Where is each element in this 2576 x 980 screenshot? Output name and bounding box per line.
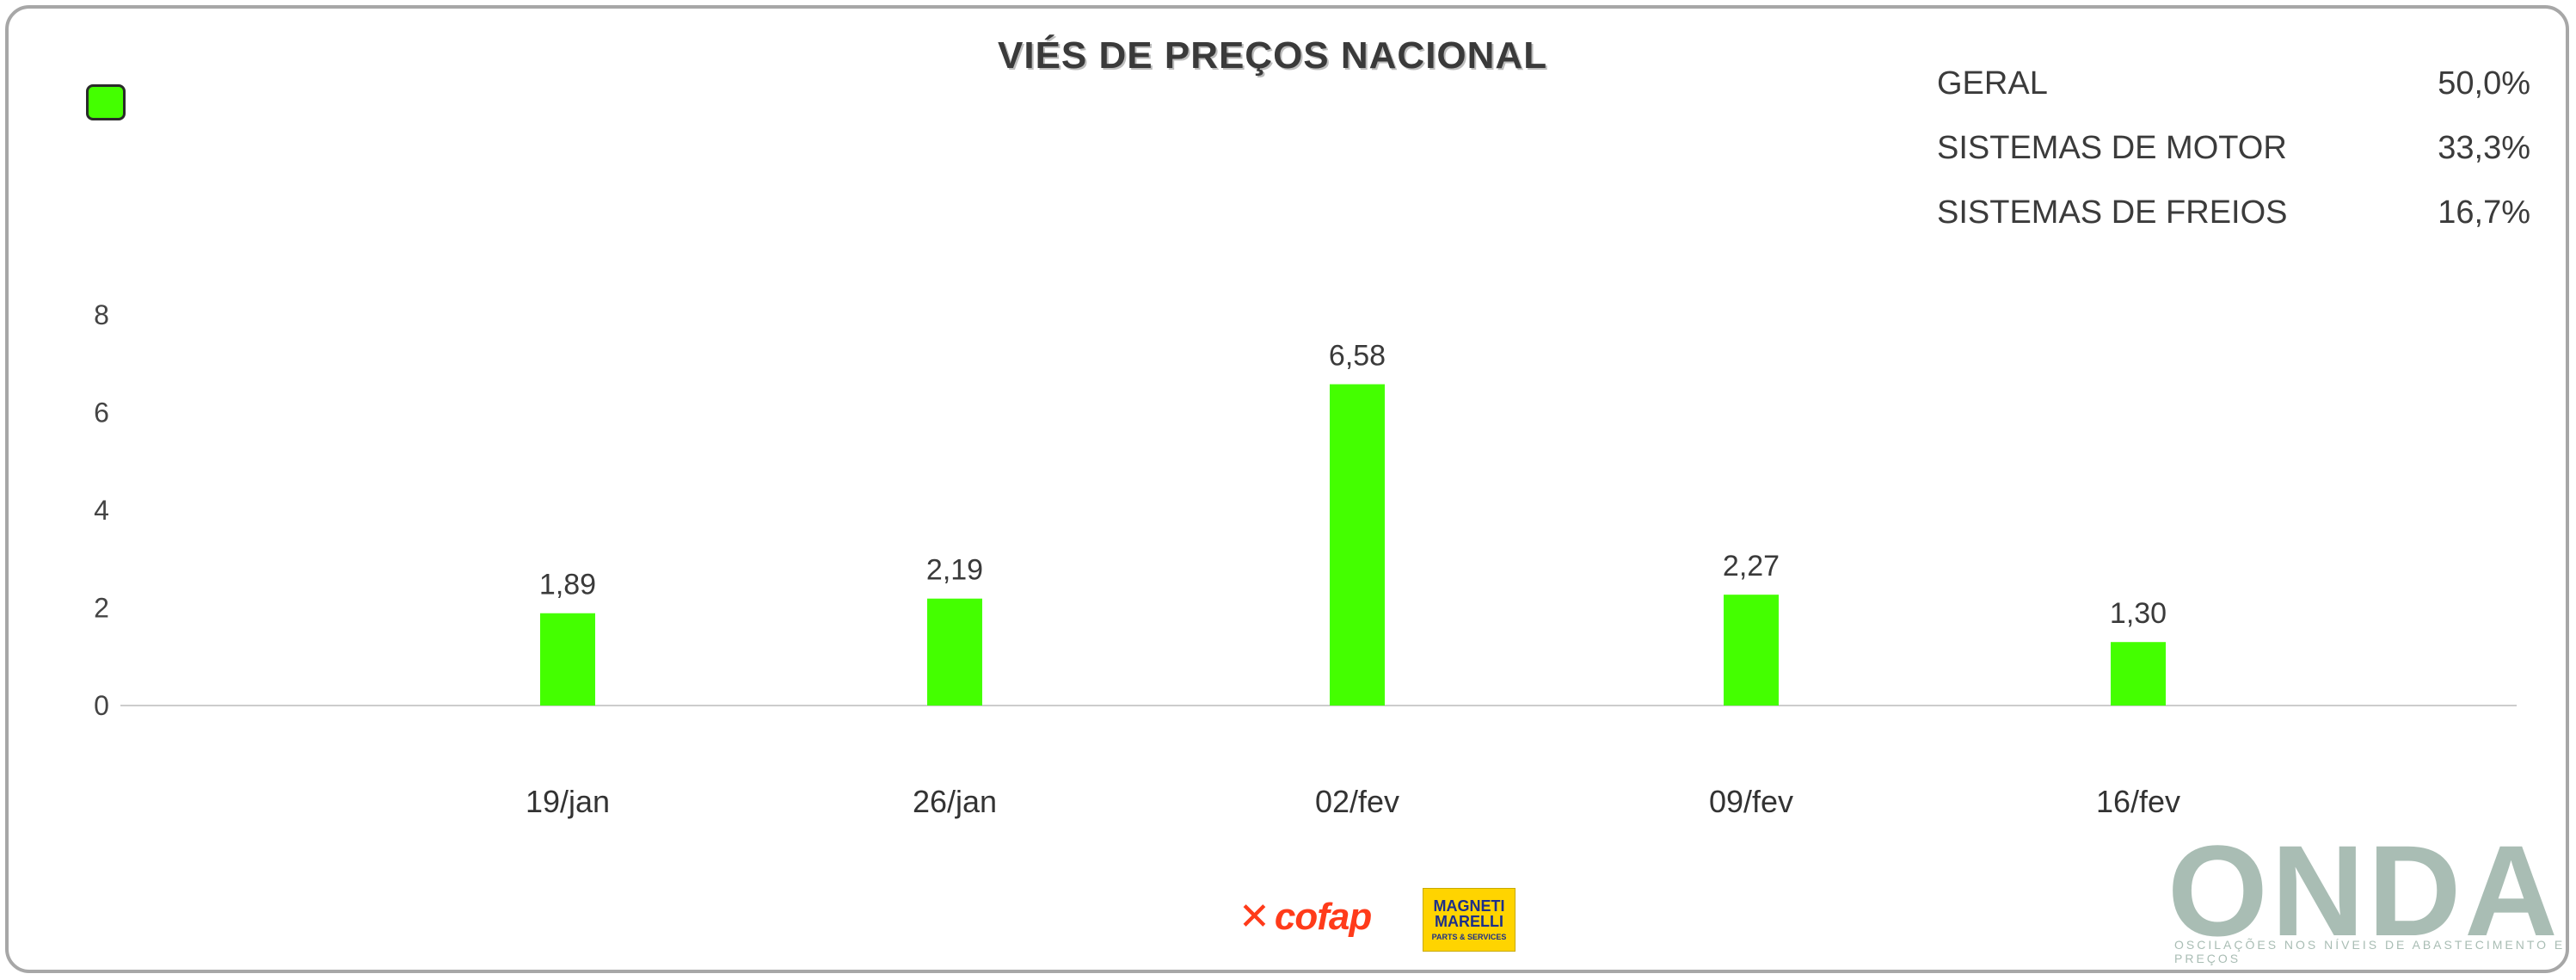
summary-label: SISTEMAS DE FREIOS: [1937, 194, 2288, 231]
cofap-logo: ✕ cofap: [1239, 896, 1372, 938]
data-label: 2,27: [1723, 550, 1780, 582]
summary-label: GERAL: [1937, 65, 2048, 102]
y-tick-label: 0: [94, 690, 109, 721]
summary-value: 33,3%: [2438, 130, 2530, 166]
x-tick-label: 09/fev: [1709, 784, 1793, 819]
chart-title: VIÉS DE PREÇOS NACIONAL: [998, 34, 1548, 77]
x-tick-label: 19/jan: [526, 784, 610, 819]
y-tick-label: 4: [94, 495, 109, 526]
summary-value: 50,0%: [2438, 65, 2530, 102]
x-tick-label: 26/jan: [913, 784, 997, 819]
bar: [927, 598, 982, 706]
summary-panel: GERAL 50,0% SISTEMAS DE MOTOR 33,3% SIST…: [1937, 52, 2530, 245]
summary-row-motor: SISTEMAS DE MOTOR 33,3%: [1937, 116, 2530, 181]
summary-row-freios: SISTEMAS DE FREIOS 16,7%: [1937, 181, 2530, 245]
summary-row-geral: GERAL 50,0%: [1937, 52, 2530, 116]
summary-value: 16,7%: [2438, 194, 2530, 231]
bar: [1724, 595, 1779, 706]
magneti-marelli-logo: MAGNETI MARELLI PARTS & SERVICES: [1423, 888, 1515, 952]
y-tick-label: 2: [94, 593, 109, 624]
x-tick-label: 16/fev: [2096, 784, 2180, 819]
bar: [540, 613, 595, 706]
y-tick-label: 8: [94, 299, 109, 330]
brand-logo-icon: [86, 84, 126, 120]
y-tick-label: 6: [94, 398, 109, 428]
summary-label: SISTEMAS DE MOTOR: [1937, 130, 2287, 166]
data-label: 2,19: [926, 554, 983, 587]
data-label: 1,89: [539, 569, 596, 601]
chart-frame: [5, 5, 2569, 973]
cofap-mark-icon: ✕: [1239, 896, 1270, 938]
data-label: 6,58: [1329, 340, 1386, 373]
data-label: 1,30: [2110, 597, 2167, 630]
bar: [1330, 384, 1385, 706]
x-tick-label: 02/fev: [1315, 784, 1399, 819]
bar: [2111, 642, 2166, 706]
onda-logo: ONDA: [2167, 818, 2561, 963]
onda-tagline: OSCILAÇÕES NOS NÍVEIS DE ABASTECIMENTO E…: [2174, 938, 2566, 965]
